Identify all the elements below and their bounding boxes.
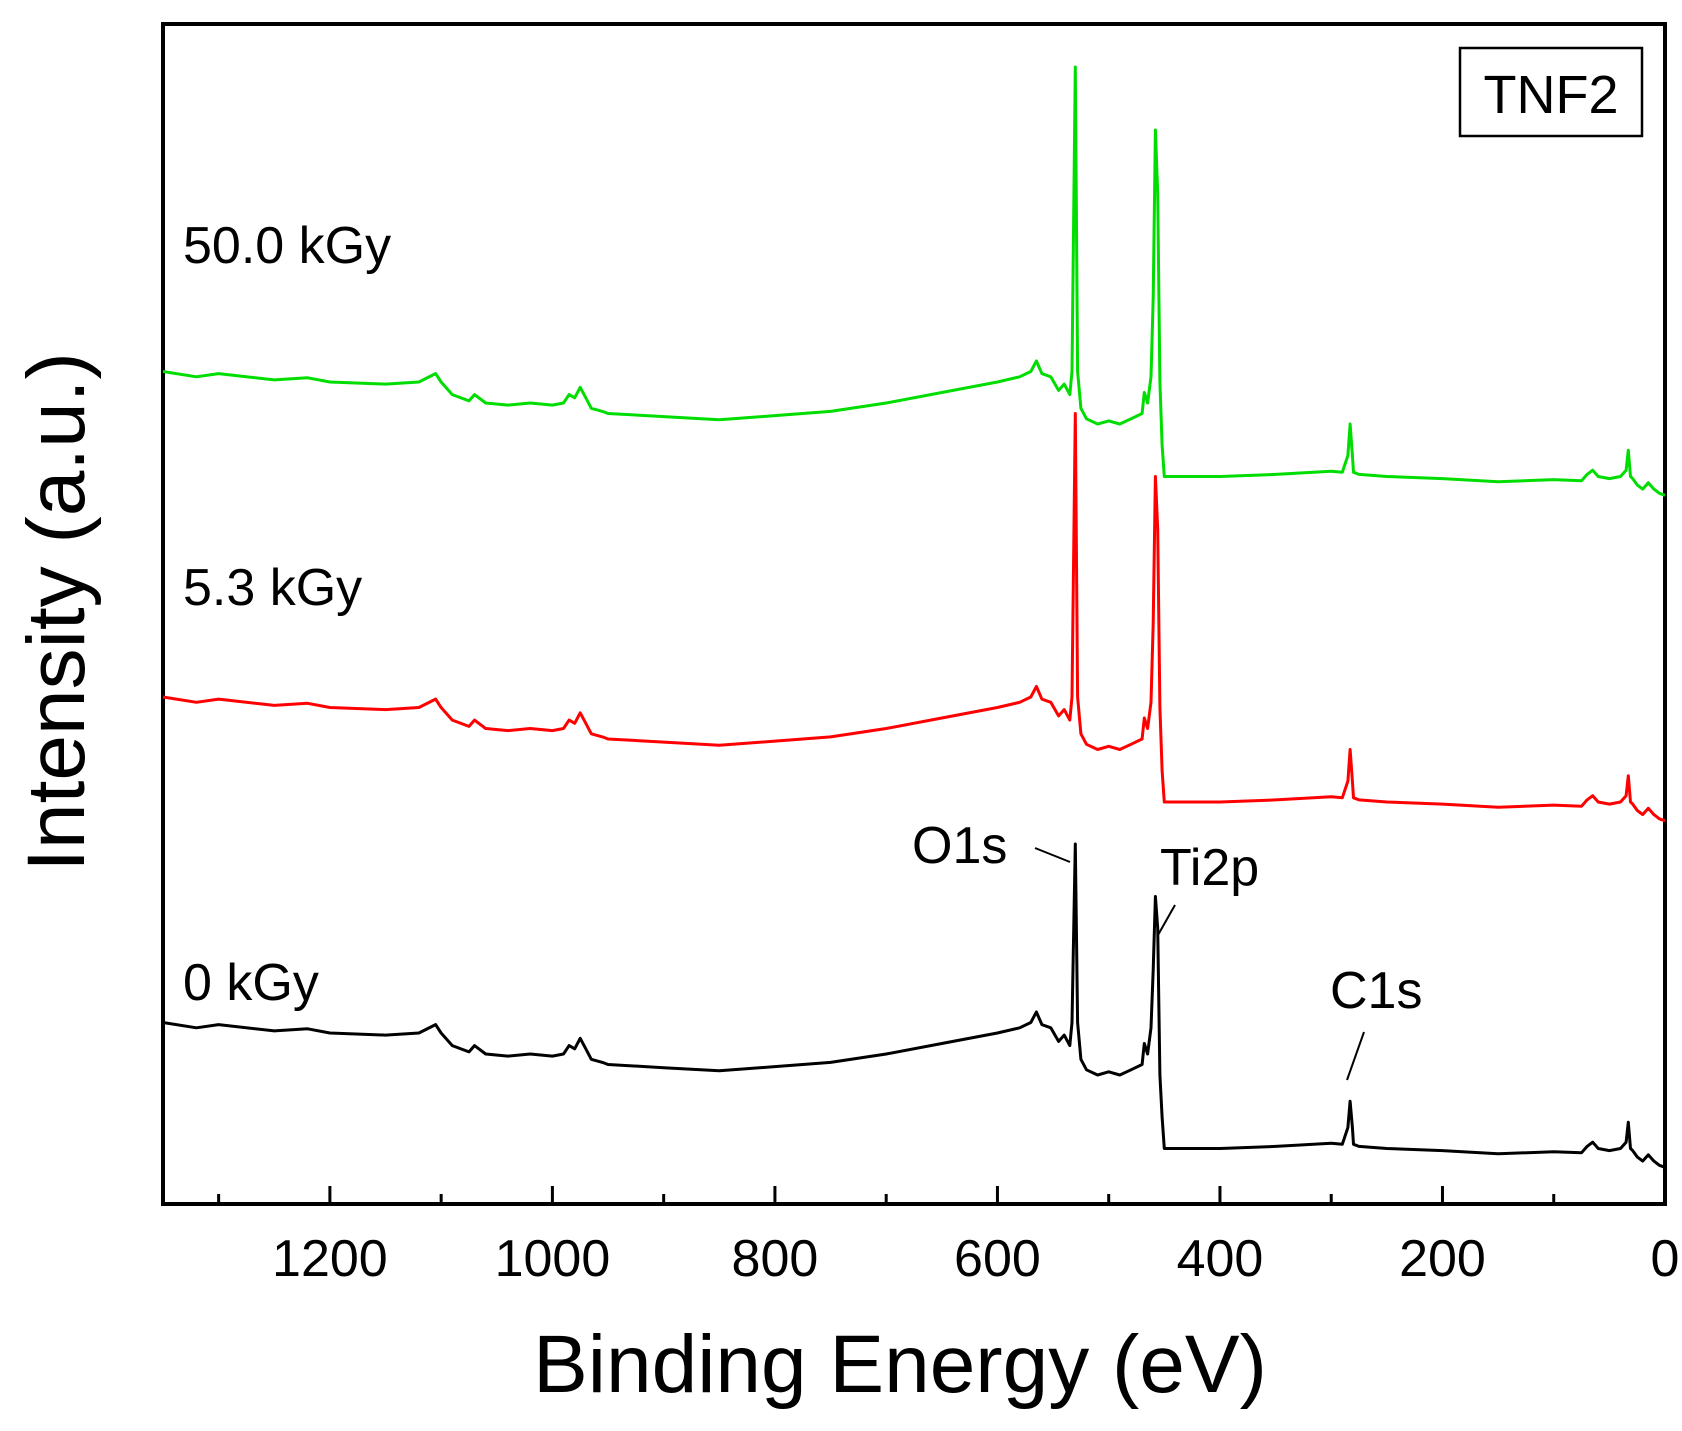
- x-tick-label-600: 600: [954, 1230, 1041, 1288]
- x-tick-label-200: 200: [1399, 1230, 1486, 1288]
- leader-o1s: [1034, 847, 1071, 863]
- series-line-5-3-kgy: [162, 412, 1666, 823]
- leader-c1s: [1346, 1031, 1365, 1081]
- x-tick-label-0: 0: [1651, 1230, 1680, 1288]
- annotation-c1s: C1s: [1330, 962, 1422, 1020]
- series-label-50-kgy: 50.0 kGy: [183, 217, 391, 275]
- series-line-0-kgy: [162, 842, 1666, 1169]
- x-axis-title: Binding Energy (eV): [533, 1319, 1267, 1410]
- x-tick-label-400: 400: [1177, 1230, 1264, 1288]
- x-tick-label-1200: 1200: [272, 1230, 388, 1288]
- x-tick-label-800: 800: [732, 1230, 819, 1288]
- y-axis-title: Intensity (a.u.): [11, 352, 102, 872]
- sample-label: TNF2: [1484, 65, 1619, 125]
- series-label-5-3-kgy: 5.3 kGy: [183, 559, 362, 617]
- annotation-ti2p: Ti2p: [1160, 839, 1259, 897]
- peak-annotations: [1034, 847, 1365, 1081]
- x-tick-label-1000: 1000: [495, 1230, 611, 1288]
- series-line-50-0-kgy: [162, 65, 1666, 497]
- series-layer: [162, 65, 1666, 1169]
- series-label-0-kgy: 0 kGy: [183, 954, 319, 1012]
- sample-label-box: [1458, 46, 1644, 138]
- leader-ti2p: [1157, 904, 1176, 936]
- annotation-o1s: O1s: [912, 817, 1007, 875]
- plot-frame: [161, 22, 1667, 1206]
- x-axis-ticks: 1200 1000 800 600 400 200 0: [217, 1186, 1680, 1288]
